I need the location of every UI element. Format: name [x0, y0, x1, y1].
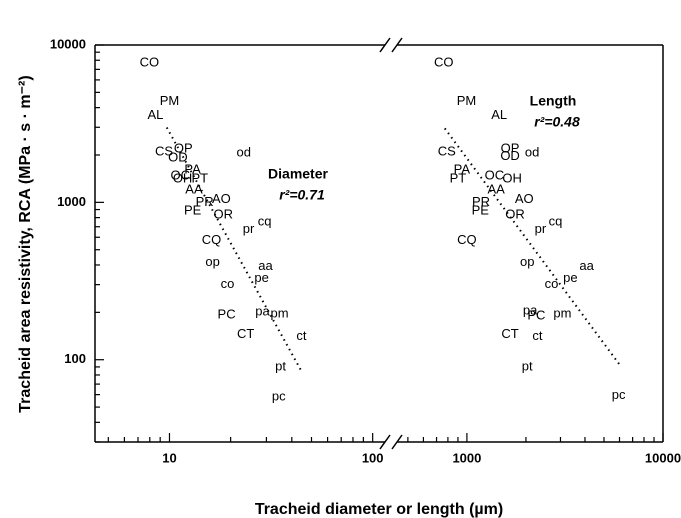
- point-label: op: [520, 254, 534, 269]
- point-label: aa: [258, 258, 273, 273]
- point-label: CQ: [457, 232, 477, 247]
- point-label: OR: [214, 207, 234, 222]
- break-mark: [379, 37, 391, 53]
- point-label: PR: [196, 194, 214, 209]
- annotation: Length: [530, 93, 577, 109]
- point-label: PA: [454, 162, 471, 177]
- point-label: od: [525, 145, 539, 160]
- point-label: OC: [171, 167, 191, 182]
- point-label: AL: [491, 107, 507, 122]
- point-label: AO: [515, 191, 534, 206]
- y-tick-label: 100: [64, 351, 86, 366]
- x-tick-label: 100: [362, 450, 384, 465]
- point-label: pr: [535, 221, 547, 236]
- point-label: OD: [168, 150, 188, 165]
- trendline: [165, 127, 302, 371]
- point-label: PR: [472, 194, 490, 209]
- r-squared: r²=0.71: [279, 187, 325, 203]
- point-label: co: [221, 276, 235, 291]
- point-label: OC: [485, 167, 505, 182]
- point-label: OH: [173, 170, 193, 185]
- break-mark: [379, 434, 391, 450]
- point-label: PM: [160, 93, 180, 108]
- point-label: pr: [243, 221, 255, 236]
- point-label: CO: [140, 54, 160, 69]
- break-mark: [391, 37, 403, 53]
- x-axis-title: Tracheid diameter or length (µm): [255, 501, 503, 518]
- point-label: pt: [522, 358, 533, 373]
- point-label: ct: [532, 328, 543, 343]
- point-label: ct: [296, 328, 307, 343]
- point-label: OP: [174, 141, 193, 156]
- point-label: OP: [501, 141, 520, 156]
- point-label: pc: [272, 388, 286, 403]
- y-tick-label: 10000: [50, 36, 86, 51]
- point-label: CS: [438, 144, 456, 159]
- point-label: pa: [255, 303, 270, 318]
- axis-frame: [94, 37, 664, 450]
- y-tick-label: 1000: [57, 194, 86, 209]
- point-label: PT: [450, 170, 467, 185]
- point-label: pc: [612, 387, 626, 402]
- y-axis-title: Tracheid area resistivity, RCA (MPa · s …: [17, 75, 34, 412]
- point-label: PT: [191, 170, 208, 185]
- point-label: CQ: [202, 232, 222, 247]
- point-label: pt: [275, 358, 286, 373]
- point-label: CO: [434, 54, 454, 69]
- point-label: OR: [505, 207, 525, 222]
- point-label: pe: [254, 270, 268, 285]
- point-label: AO: [212, 191, 231, 206]
- r-squared: r²=0.48: [534, 114, 580, 130]
- point-label: pm: [553, 306, 571, 321]
- point-label: CT: [237, 326, 254, 341]
- point-label: cq: [549, 213, 563, 228]
- point-label: od: [237, 145, 251, 160]
- point-label: cq: [258, 213, 272, 228]
- point-label: op: [205, 254, 219, 269]
- x-tick-label: 10000: [645, 450, 681, 465]
- point-label: CS: [155, 144, 173, 159]
- point-label: AL: [147, 107, 163, 122]
- point-label: PC: [527, 307, 545, 322]
- point-label: PC: [218, 307, 236, 322]
- point-label: OH: [502, 170, 522, 185]
- point-label: pe: [563, 270, 577, 285]
- point-label: PA: [184, 162, 201, 177]
- point-label: PE: [472, 203, 490, 218]
- point-label: co: [545, 276, 559, 291]
- point-label: AA: [185, 181, 203, 196]
- point-label: PE: [184, 203, 202, 218]
- point-label: OD: [500, 148, 520, 163]
- break-mark: [391, 434, 403, 450]
- x-tick-label: 10: [162, 450, 176, 465]
- point-label: PM: [457, 93, 477, 108]
- point-label: AA: [488, 181, 506, 196]
- point-label: CT: [501, 326, 518, 341]
- point-label: aa: [579, 258, 594, 273]
- annotation: Diameter: [268, 166, 328, 182]
- point-label: pm: [270, 306, 288, 321]
- x-tick-label: 1000: [452, 450, 481, 465]
- point-label: pa: [523, 302, 538, 317]
